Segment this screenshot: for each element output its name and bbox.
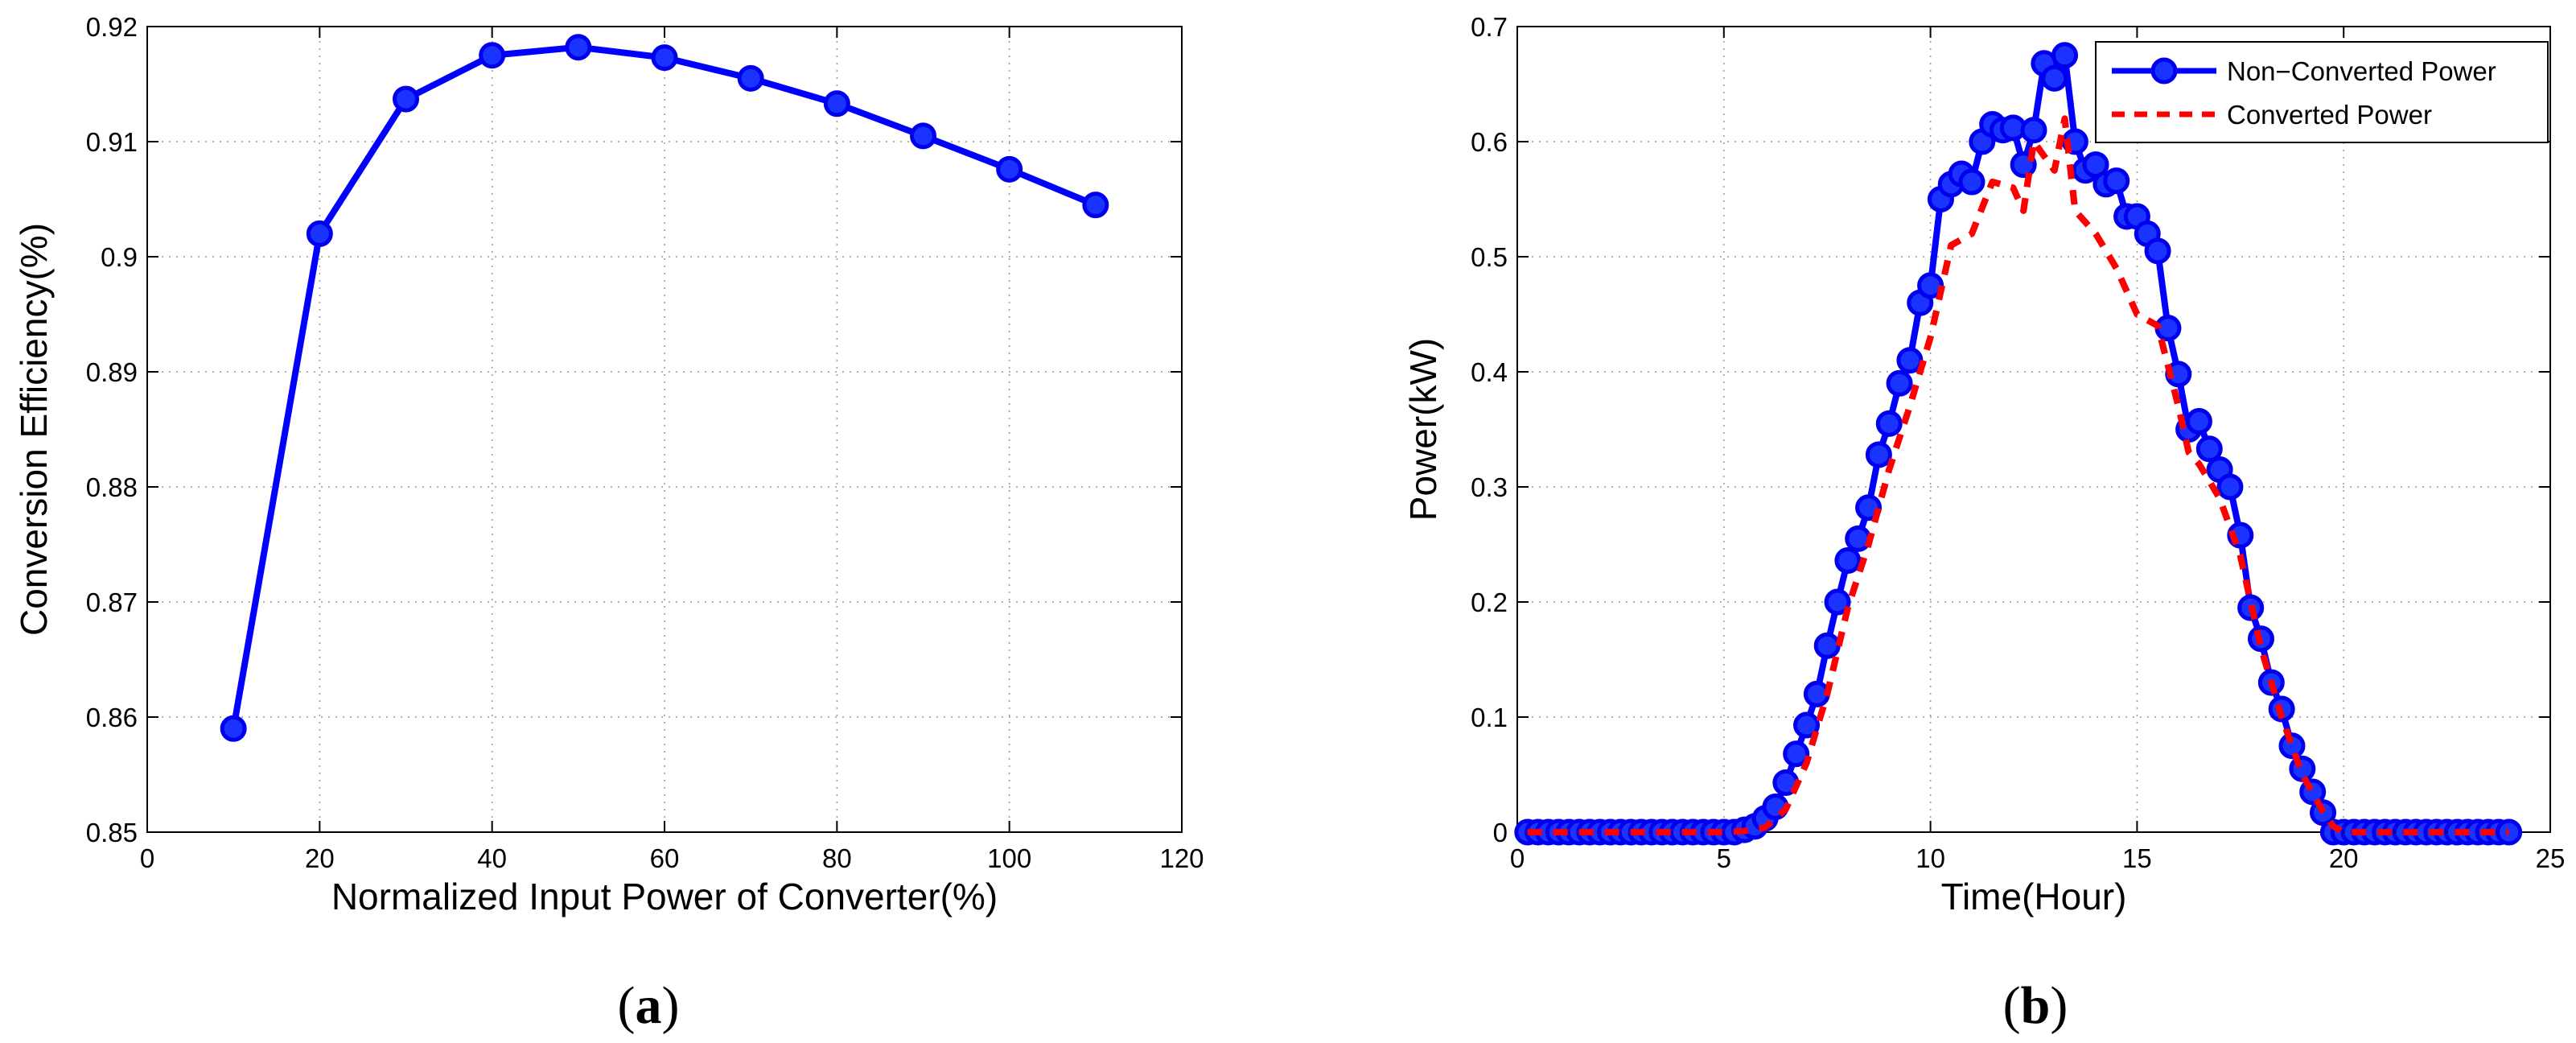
y-tick-label: 0.85 <box>86 818 138 847</box>
x-tick-label: 10 <box>1916 843 1945 873</box>
y-tick-label: 0.89 <box>86 357 138 387</box>
y-tick-label: 0.5 <box>1471 242 1508 272</box>
y-tick-label: 0.2 <box>1471 587 1508 617</box>
x-tick-label: 0 <box>140 843 154 873</box>
data-point-b-0 <box>2103 167 2130 195</box>
data-point-b-0 <box>2185 407 2212 435</box>
y-tick-label: 0.91 <box>86 127 138 157</box>
ticks-a <box>146 26 1183 833</box>
data-point-b-0 <box>1834 547 1862 575</box>
plot-frame-a <box>146 26 1183 833</box>
series-line-a-0 <box>230 43 1099 732</box>
caption-letter-b: b <box>2021 976 2051 1035</box>
panel-caption-b: (b) <box>2003 976 2068 1035</box>
series-line-b-1 <box>1527 115 2509 835</box>
tick-labels-a: 0 20 40 60 80 100 120 0.85 0.86 0.87 0.88 0.89 0.9 0.… <box>86 12 1204 873</box>
data-point-b-0 <box>2041 64 2068 92</box>
legend-box <box>2095 41 2549 143</box>
x-tick-label: 15 <box>2122 843 2152 873</box>
data-point-a-0 <box>1082 192 1109 219</box>
y-tick-label: 0.6 <box>1471 127 1508 157</box>
data-point-a-0 <box>823 90 850 117</box>
y-tick-label: 0 <box>1493 818 1508 847</box>
series-line-b-1-overlay <box>1527 115 2509 835</box>
tick-labels-b: 0 5 10 15 20 25 0 0.1 0.2 0.3 0.4 0.5 0.6 0.7 <box>1471 12 2565 873</box>
chart-panel-a: 0 20 40 60 80 100 120 0.85 0.86 0.87 0.88 0.89 0.9 0.… <box>13 12 1204 1035</box>
data-point-b-0 <box>2051 42 2079 69</box>
x-tick-label: 40 <box>477 843 507 873</box>
data-point-a-0 <box>996 155 1023 183</box>
y-tick-label: 0.88 <box>86 472 138 502</box>
series-layer-a <box>220 34 1109 742</box>
series-layer-b <box>1514 42 2523 846</box>
legend-b: Non−Converted Power Converted Power <box>2095 41 2549 143</box>
y-tick-label: 0.4 <box>1471 357 1508 387</box>
legend-label-non-converted: Non−Converted Power <box>2227 56 2496 86</box>
data-point-a-0 <box>220 715 247 742</box>
plot-frame-b <box>1516 26 2551 833</box>
y-tick-label: 0.3 <box>1471 472 1508 502</box>
data-point-b-0 <box>1865 441 1892 468</box>
chart-panel-b: 0 5 10 15 20 25 0 0.1 0.2 0.3 0.4 0.5 0.6 0.7 Time(Ho… <box>1402 12 2565 1035</box>
y-tick-label: 0.9 <box>101 242 138 272</box>
data-point-b-0 <box>1845 525 1872 552</box>
data-point-b-0 <box>2144 237 2171 265</box>
data-point-b-0 <box>1793 711 1821 739</box>
x-tick-label: 20 <box>2329 843 2359 873</box>
legend-entry-non-converted: Non−Converted Power <box>2112 56 2496 86</box>
data-point-b-0 <box>1824 588 1851 616</box>
x-tick-label: 120 <box>1159 843 1204 873</box>
data-point-b-0 <box>2020 117 2047 144</box>
data-point-a-0 <box>479 42 506 69</box>
y-tick-label: 0.86 <box>86 703 138 732</box>
y-tick-label: 0.1 <box>1471 703 1508 732</box>
y-axis-label-a: Conversion Efficiency(%) <box>13 223 55 636</box>
x-axis-label-a: Normalized Input Power of Converter(%) <box>331 876 998 917</box>
y-tick-label: 0.87 <box>86 587 138 617</box>
data-point-b-0 <box>1813 632 1841 659</box>
y-tick-label: 0.7 <box>1471 12 1508 42</box>
caption-close-b: ) <box>2050 976 2068 1035</box>
data-point-b-0 <box>2496 818 2523 846</box>
caption-open-b: ( <box>2003 976 2021 1035</box>
data-point-a-0 <box>393 85 419 113</box>
data-point-b-0 <box>1875 410 1903 437</box>
grid-a <box>147 27 1182 832</box>
caption-letter-a: a <box>636 976 662 1035</box>
caption-open-a: ( <box>618 976 636 1035</box>
x-axis-label-b: Time(Hour) <box>1941 876 2127 917</box>
y-axis-label-b: Power(kW) <box>1402 338 1444 521</box>
x-tick-label: 0 <box>1510 843 1525 873</box>
x-tick-label: 100 <box>987 843 1031 873</box>
y-tick-label: 0.92 <box>86 12 138 42</box>
legend-entry-converted: Converted Power <box>2112 100 2432 130</box>
x-tick-label: 25 <box>2536 843 2566 873</box>
legend-marker-non-converted <box>2150 57 2178 85</box>
data-point-b-0 <box>1958 168 1985 196</box>
data-point-b-0 <box>1783 740 1810 768</box>
data-point-b-0 <box>1896 347 1924 374</box>
data-point-b-0 <box>1917 272 1944 299</box>
x-tick-label: 20 <box>305 843 335 873</box>
data-point-a-0 <box>910 122 936 150</box>
data-point-b-0 <box>2195 435 2223 463</box>
data-point-a-0 <box>306 220 333 247</box>
x-tick-label: 5 <box>1717 843 1731 873</box>
data-point-b-0 <box>2278 732 2306 760</box>
x-tick-label: 60 <box>650 843 680 873</box>
legend-label-converted: Converted Power <box>2227 100 2432 130</box>
caption-close-a: ) <box>662 976 680 1035</box>
panel-caption-a: (a) <box>618 976 680 1035</box>
data-point-b-0 <box>2216 473 2244 501</box>
data-point-a-0 <box>737 64 764 92</box>
data-point-b-0 <box>1886 369 1913 397</box>
x-tick-label: 80 <box>822 843 852 873</box>
data-point-a-0 <box>651 44 678 72</box>
data-point-a-0 <box>565 34 592 61</box>
